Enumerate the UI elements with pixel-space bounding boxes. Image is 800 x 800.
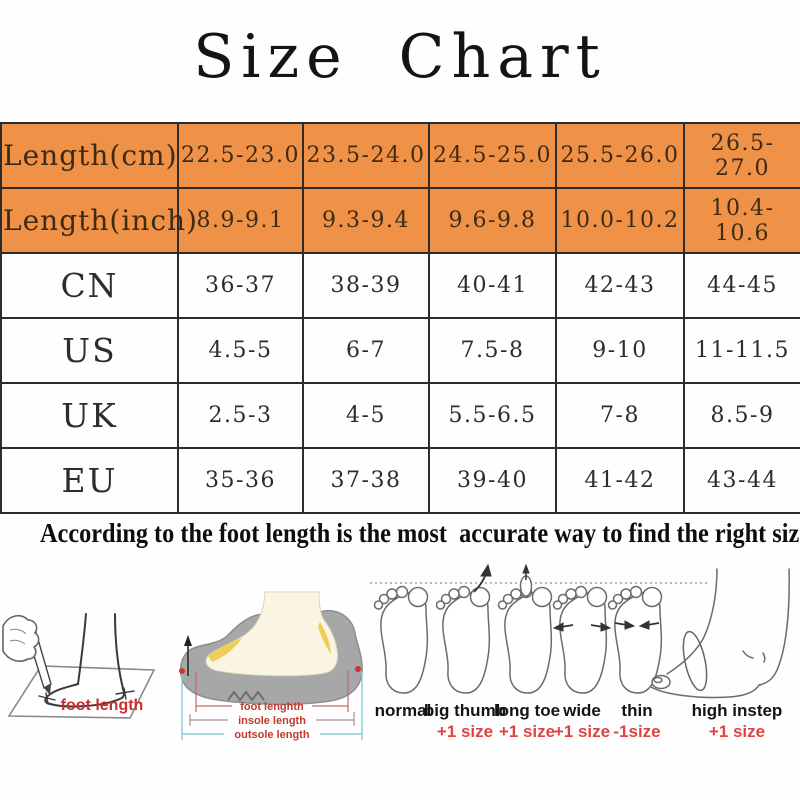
foot-length-caption: foot length	[61, 697, 144, 714]
size-cell: 23.5-24.0	[302, 122, 430, 189]
instep-measuring-band	[682, 630, 708, 692]
size-cell: 44-45	[683, 252, 800, 319]
size-conversion-table: Length(cm) 22.5-23.0 23.5-24.0 24.5-25.0…	[0, 122, 800, 514]
high-instep-side-foot	[650, 568, 790, 699]
dimension-lines	[181, 670, 363, 740]
foot-type-label: normal	[374, 701, 432, 720]
size-cell: 35-36	[177, 447, 304, 514]
size-cell: 40-41	[428, 252, 557, 319]
size-adjust-note: -1size	[613, 722, 661, 741]
row-header: EU	[0, 447, 179, 514]
size-cell: 6-7	[302, 317, 430, 384]
table-row-length-inch: Length(inch) 8.9-9.1 9.3-9.4 9.6-9.8 10.…	[0, 187, 800, 254]
table-row-eu: EU 35-36 37-38 39-40 41-42 43-44	[0, 447, 800, 514]
size-cell: 10.4-10.6	[683, 187, 800, 254]
foot-type-label: thin	[621, 701, 653, 720]
size-cell: 26.5-27.0	[683, 122, 800, 189]
size-cell: 36-37	[177, 252, 304, 319]
foot-type-label: high instep	[691, 701, 783, 720]
foot-length-dim-label: foot lenghth	[240, 701, 304, 713]
size-cell: 4-5	[302, 382, 430, 449]
outsole-length-dim-label: outsole length	[234, 729, 309, 741]
note-text: According to the foot length is the most…	[40, 518, 800, 548]
size-cell: 22.5-23.0	[177, 122, 304, 189]
size-cell: 9.3-9.4	[302, 187, 430, 254]
foot-type-label: big thumb	[423, 701, 507, 720]
table-row-cn: CN 36-37 38-39 40-41 42-43 44-45	[0, 252, 800, 319]
hand-with-pen-icon	[2, 614, 52, 695]
size-cell: 37-38	[302, 447, 430, 514]
size-cell: 41-42	[555, 447, 685, 514]
shoe-profile	[179, 591, 363, 705]
size-cell: 7-8	[555, 382, 685, 449]
foot-type-label: long toe	[493, 701, 561, 720]
size-cell: 11-11.5	[683, 317, 800, 384]
size-cell: 38-39	[302, 252, 430, 319]
size-cell: 25.5-26.0	[555, 122, 685, 189]
size-adjust-note: +1 size	[553, 722, 611, 741]
size-adjust-note: +1 size	[436, 722, 494, 741]
size-cell: 8.5-9	[683, 382, 800, 449]
size-cell: 24.5-25.0	[428, 122, 557, 189]
page-title: Size Chart	[193, 22, 607, 92]
table-row-uk: UK 2.5-3 4-5 5.5-6.5 7-8 8.5-9	[0, 382, 800, 449]
shoe-length-diagram: foot lenghth insole length outsole lengt…	[179, 591, 363, 741]
foot-measuring-illustration: foot length	[2, 613, 156, 719]
foot-outline	[38, 613, 135, 708]
insole-length-dim-label: insole length	[238, 715, 306, 727]
row-header: US	[0, 317, 179, 384]
size-cell: 8.9-9.1	[177, 187, 304, 254]
row-header: Length(inch)	[0, 187, 197, 254]
up-arrow-icon	[184, 635, 192, 676]
table-row-us: US 4.5-5 6-7 7.5-8 9-10 11-11.5	[0, 317, 800, 384]
size-cell: 9.6-9.8	[428, 187, 557, 254]
size-cell: 2.5-3	[177, 382, 304, 449]
size-cell: 43-44	[683, 447, 800, 514]
foot-type-label: wide	[563, 701, 601, 720]
foot-type-arrows	[473, 563, 660, 632]
size-cell: 42-43	[555, 252, 685, 319]
row-header: CN	[0, 252, 179, 319]
row-header: UK	[0, 382, 179, 449]
size-adjust-note: +1 size	[498, 722, 556, 741]
row-header: Length(cm)	[0, 122, 179, 189]
size-cell: 7.5-8	[428, 317, 557, 384]
size-adjust-note: +1 size	[708, 722, 766, 741]
foot-types-illustration	[370, 563, 790, 699]
table-row-length-cm: Length(cm) 22.5-23.0 23.5-24.0 24.5-25.0…	[0, 122, 800, 189]
size-cell: 39-40	[428, 447, 557, 514]
size-cell: 10.0-10.2	[555, 187, 685, 254]
foot-top-views	[373, 575, 663, 694]
size-cell: 4.5-5	[177, 317, 304, 384]
size-cell: 9-10	[555, 317, 685, 384]
size-cell: 5.5-6.5	[428, 382, 557, 449]
